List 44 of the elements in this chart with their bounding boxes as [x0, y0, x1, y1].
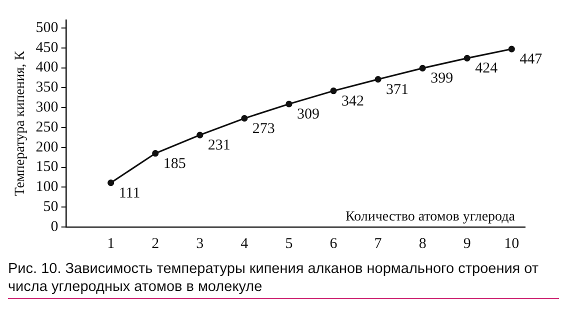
x-tick-label: 2	[152, 236, 160, 252]
y-axis-title: Температура кипения, К	[13, 50, 28, 196]
y-tick-label: 500	[36, 20, 58, 36]
point	[196, 132, 204, 138]
data-label: 185	[163, 156, 186, 172]
point	[464, 54, 470, 62]
data-label: 424	[475, 60, 498, 77]
data-label: 447	[520, 51, 543, 68]
point	[286, 100, 292, 108]
y-tick-label: 450	[36, 40, 58, 56]
point	[241, 115, 248, 122]
point	[508, 46, 515, 52]
data-label: 111	[118, 185, 140, 202]
x-tick-label: 3	[196, 236, 204, 252]
data-label: 399	[430, 70, 454, 87]
text: Рис. 10. Зависимость температуры кипения алканов нормального строения от числа углеродных атомов в молекуле	[8, 260, 559, 299]
data-label: 231	[208, 137, 230, 154]
x-tick-label: 9	[463, 236, 471, 252]
x-tick-label: 5	[285, 236, 293, 252]
point	[152, 150, 159, 157]
y-tick-label: 400	[36, 60, 58, 76]
x-tick-label: 7	[374, 236, 382, 252]
y-tick-label: 350	[36, 80, 58, 96]
x-axis-title: Количество атомов углерода	[345, 210, 516, 225]
y-tick-label: 0	[50, 218, 58, 235]
data-label: 371	[386, 82, 409, 98]
point	[330, 88, 337, 94]
data-label: 342	[342, 93, 364, 110]
x-tick-label: 4	[240, 236, 249, 252]
y-tick-label: 300	[36, 100, 58, 116]
x-tick-label: 1	[107, 236, 115, 252]
y-tick-label: 200	[36, 139, 58, 156]
y-tick-label: 100	[36, 179, 58, 196]
x-tick-label: 8	[418, 236, 426, 252]
data-label: 309	[296, 106, 320, 122]
point	[108, 180, 114, 186]
data-label: 273	[252, 120, 275, 137]
x-tick-label: 6	[330, 236, 338, 252]
y-tick-label: 50	[43, 199, 58, 216]
point	[374, 76, 382, 83]
point	[419, 64, 426, 72]
y-tick-label: 250	[36, 119, 58, 136]
y-tick-label: 150	[36, 159, 58, 176]
x-tick-label: 10	[504, 236, 520, 252]
